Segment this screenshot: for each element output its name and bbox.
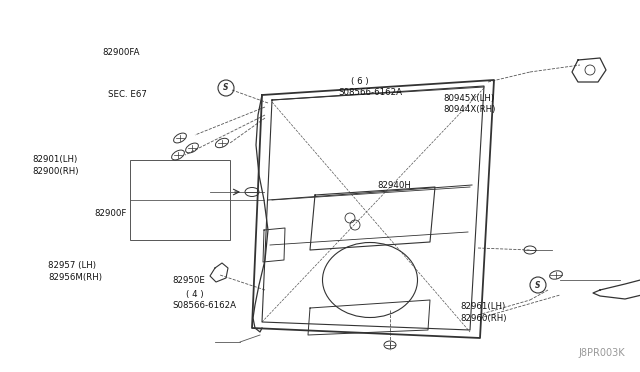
Text: 80945X(LH): 80945X(LH) [444, 94, 495, 103]
Bar [130, 160, 230, 240]
Text: S08566-6162A: S08566-6162A [338, 88, 402, 97]
Text: J8PR003K: J8PR003K [579, 348, 625, 358]
Text: 82900(RH): 82900(RH) [32, 167, 79, 176]
Text: 82940H: 82940H [378, 182, 412, 190]
Text: 80944X(RH): 80944X(RH) [444, 105, 496, 114]
Text: 82901(LH): 82901(LH) [32, 155, 77, 164]
Text: 82956M(RH): 82956M(RH) [48, 273, 102, 282]
Text: 82961(LH): 82961(LH) [461, 302, 506, 311]
Text: 82900F: 82900F [95, 209, 127, 218]
Text: S: S [535, 280, 541, 289]
Text: S: S [223, 83, 228, 93]
Text: 82960(RH): 82960(RH) [461, 314, 508, 323]
Text: 82950E: 82950E [173, 276, 205, 285]
Text: S08566-6162A: S08566-6162A [173, 301, 237, 310]
Text: SEC. E67: SEC. E67 [108, 90, 147, 99]
Text: 82900FA: 82900FA [102, 48, 140, 57]
Text: ( 4 ): ( 4 ) [186, 291, 204, 299]
Text: ( 6 ): ( 6 ) [351, 77, 369, 86]
Text: 82957 (LH): 82957 (LH) [48, 262, 96, 270]
